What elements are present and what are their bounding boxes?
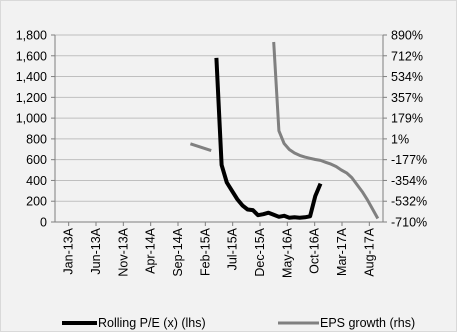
series-lines xyxy=(189,41,380,220)
x-tick-label: Oct-16A xyxy=(308,227,322,274)
series-line-eps xyxy=(189,142,212,153)
left-tick-label: 1,400 xyxy=(16,70,47,84)
left-tick-label: 200 xyxy=(26,195,47,209)
right-tick-label: 712% xyxy=(391,49,423,63)
left-tick-label: 400 xyxy=(26,174,47,188)
left-tick-label: 600 xyxy=(26,153,47,167)
x-tick-label: Mar-17A xyxy=(335,227,349,276)
right-tick-label: 1% xyxy=(391,132,409,146)
right-tick-label: -354% xyxy=(391,174,427,188)
left-tick-label: 800 xyxy=(26,132,47,146)
left-axis-ticks: 0 200 400 600 800 1,000 1,200 1,400 1,600 1,800 xyxy=(16,29,47,230)
x-tick-label: Jan-13A xyxy=(62,227,76,274)
x-tick-label: Jul-15A xyxy=(226,227,240,270)
right-axis-ticks: -710% -532% -354% -177% 1% 179% 357% 534% 712% 89… xyxy=(391,29,427,230)
series-line-eps xyxy=(272,41,380,220)
left-tick-label: 0 xyxy=(40,216,47,230)
x-tick-label: Aug-17A xyxy=(362,227,376,276)
right-tick-label: 534% xyxy=(391,70,423,84)
x-tick-label: Apr-14A xyxy=(144,227,158,274)
x-tick-label: Dec-15A xyxy=(253,227,267,276)
x-tick-label: Sep-14A xyxy=(171,227,185,276)
x-tick-label: Jun-13A xyxy=(89,227,103,274)
right-tick-label: -532% xyxy=(391,195,427,209)
right-tick-label: -177% xyxy=(391,153,427,167)
x-axis-ticks: Jan-13A Jun-13A Nov-13A Apr-14A Sep-14A Feb-1… xyxy=(62,227,377,278)
axes xyxy=(51,34,387,226)
right-tick-label: 890% xyxy=(391,29,423,43)
right-tick-label: -710% xyxy=(391,216,427,230)
right-tick-label: 357% xyxy=(391,91,423,105)
left-tick-label: 1,000 xyxy=(16,112,47,126)
right-tick-label: 179% xyxy=(391,112,423,126)
x-tick-label: Feb-15A xyxy=(198,227,212,276)
x-tick-label: May-16A xyxy=(280,227,294,278)
x-tick-label: Nov-13A xyxy=(116,227,130,276)
legend-label-pe: Rolling P/E (x) (lhs) xyxy=(98,316,206,330)
left-tick-label: 1,200 xyxy=(16,91,47,105)
left-tick-label: 1,800 xyxy=(16,29,47,43)
legend: Rolling P/E (x) (lhs) EPS growth (rhs) xyxy=(62,316,415,330)
series-line-pe xyxy=(214,57,323,220)
legend-label-eps: EPS growth (rhs) xyxy=(320,316,415,330)
left-tick-label: 1,600 xyxy=(16,49,47,63)
